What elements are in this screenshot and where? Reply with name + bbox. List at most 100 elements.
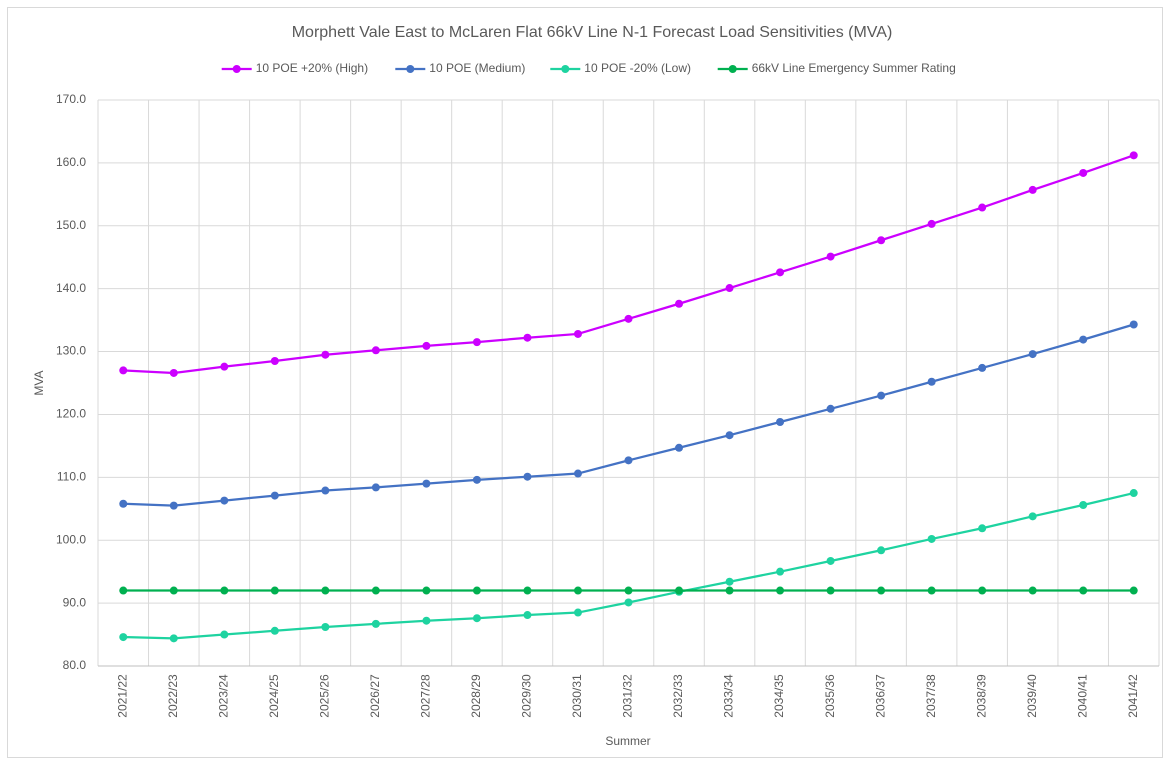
x-tick-label: 2035/36 <box>823 674 837 718</box>
legend-marker <box>561 65 570 73</box>
x-tick-label: 2022/23 <box>166 674 180 718</box>
data-point <box>1129 320 1138 329</box>
x-tick-label: 2028/29 <box>469 674 483 718</box>
data-point <box>422 586 431 595</box>
data-point <box>220 496 229 505</box>
data-point <box>119 633 128 642</box>
data-point <box>1028 185 1037 194</box>
data-point <box>169 586 178 595</box>
data-point <box>220 362 229 371</box>
data-point <box>472 475 481 484</box>
y-tick-label: 80.0 <box>63 658 87 672</box>
data-point <box>675 443 684 452</box>
data-point <box>978 363 987 372</box>
data-point <box>826 586 835 595</box>
y-tick-label: 160.0 <box>56 155 86 169</box>
data-point <box>675 586 684 595</box>
data-point <box>321 486 330 495</box>
data-point <box>877 391 886 400</box>
data-point <box>725 577 734 586</box>
data-point <box>978 524 987 533</box>
x-tick-label: 2036/37 <box>873 674 887 718</box>
data-point <box>119 499 128 508</box>
x-tick-label: 2038/39 <box>974 674 988 718</box>
x-tick-label: 2027/28 <box>419 674 433 718</box>
legend-label: 10 POE (Medium) <box>429 61 525 75</box>
y-tick-label: 120.0 <box>56 407 86 421</box>
data-point <box>826 556 835 565</box>
y-tick-label: 110.0 <box>57 470 86 484</box>
data-point <box>927 586 936 595</box>
data-point <box>573 586 582 595</box>
data-point <box>1129 586 1138 595</box>
data-point <box>371 483 380 492</box>
data-point <box>573 329 582 338</box>
data-point <box>877 586 886 595</box>
data-point <box>725 284 734 293</box>
x-tick-label: 2039/40 <box>1025 674 1039 718</box>
x-tick-label: 2030/31 <box>570 674 584 718</box>
data-point <box>422 616 431 625</box>
y-axis-title: MVA <box>32 370 46 395</box>
data-point <box>169 501 178 510</box>
data-point <box>776 567 785 576</box>
chart-title: Morphett Vale East to McLaren Flat 66kV … <box>292 24 893 41</box>
data-point <box>927 377 936 386</box>
data-point <box>422 479 431 488</box>
data-point <box>119 586 128 595</box>
data-point <box>776 417 785 426</box>
x-tick-label: 2033/34 <box>722 674 736 718</box>
chart-border <box>7 7 1163 758</box>
data-point <box>927 534 936 543</box>
data-point <box>1079 501 1088 510</box>
x-tick-label: 2034/35 <box>772 674 786 718</box>
data-point <box>826 252 835 261</box>
x-axis-title: Summer <box>605 734 650 748</box>
data-point <box>472 338 481 347</box>
data-point <box>523 472 532 481</box>
data-point <box>321 586 330 595</box>
legend-label: 10 POE -20% (Low) <box>584 61 691 75</box>
data-point <box>371 346 380 355</box>
data-point <box>371 619 380 628</box>
data-point <box>624 314 633 323</box>
data-point <box>270 586 279 595</box>
data-point <box>573 608 582 617</box>
data-point <box>725 586 734 595</box>
data-point <box>523 333 532 342</box>
data-point <box>1129 151 1138 160</box>
legend-marker <box>232 65 241 73</box>
data-point <box>472 614 481 623</box>
data-point <box>472 586 481 595</box>
legend-label: 10 POE +20% (High) <box>256 61 368 75</box>
data-point <box>675 299 684 308</box>
data-point <box>978 586 987 595</box>
data-point <box>422 341 431 350</box>
y-tick-label: 100.0 <box>56 532 86 546</box>
data-point <box>1079 586 1088 595</box>
data-point <box>119 366 128 375</box>
data-point <box>321 623 330 632</box>
legend-marker <box>728 65 737 73</box>
data-point <box>877 546 886 555</box>
data-point <box>270 626 279 635</box>
y-tick-label: 140.0 <box>56 281 86 295</box>
x-tick-label: 2029/30 <box>520 674 534 718</box>
data-point <box>169 634 178 643</box>
x-tick-label: 2037/38 <box>924 674 938 718</box>
data-point <box>573 469 582 478</box>
data-point <box>270 491 279 500</box>
data-point <box>1028 350 1037 359</box>
legend-marker <box>406 65 415 73</box>
data-point <box>169 368 178 377</box>
x-tick-label: 2021/22 <box>115 674 129 718</box>
data-point <box>523 586 532 595</box>
x-tick-label: 2040/41 <box>1075 674 1089 718</box>
data-point <box>624 586 633 595</box>
data-point <box>371 586 380 595</box>
data-point <box>1079 168 1088 177</box>
data-point <box>220 630 229 639</box>
x-tick-label: 2024/25 <box>267 674 281 718</box>
data-point <box>725 431 734 440</box>
data-point <box>776 586 785 595</box>
